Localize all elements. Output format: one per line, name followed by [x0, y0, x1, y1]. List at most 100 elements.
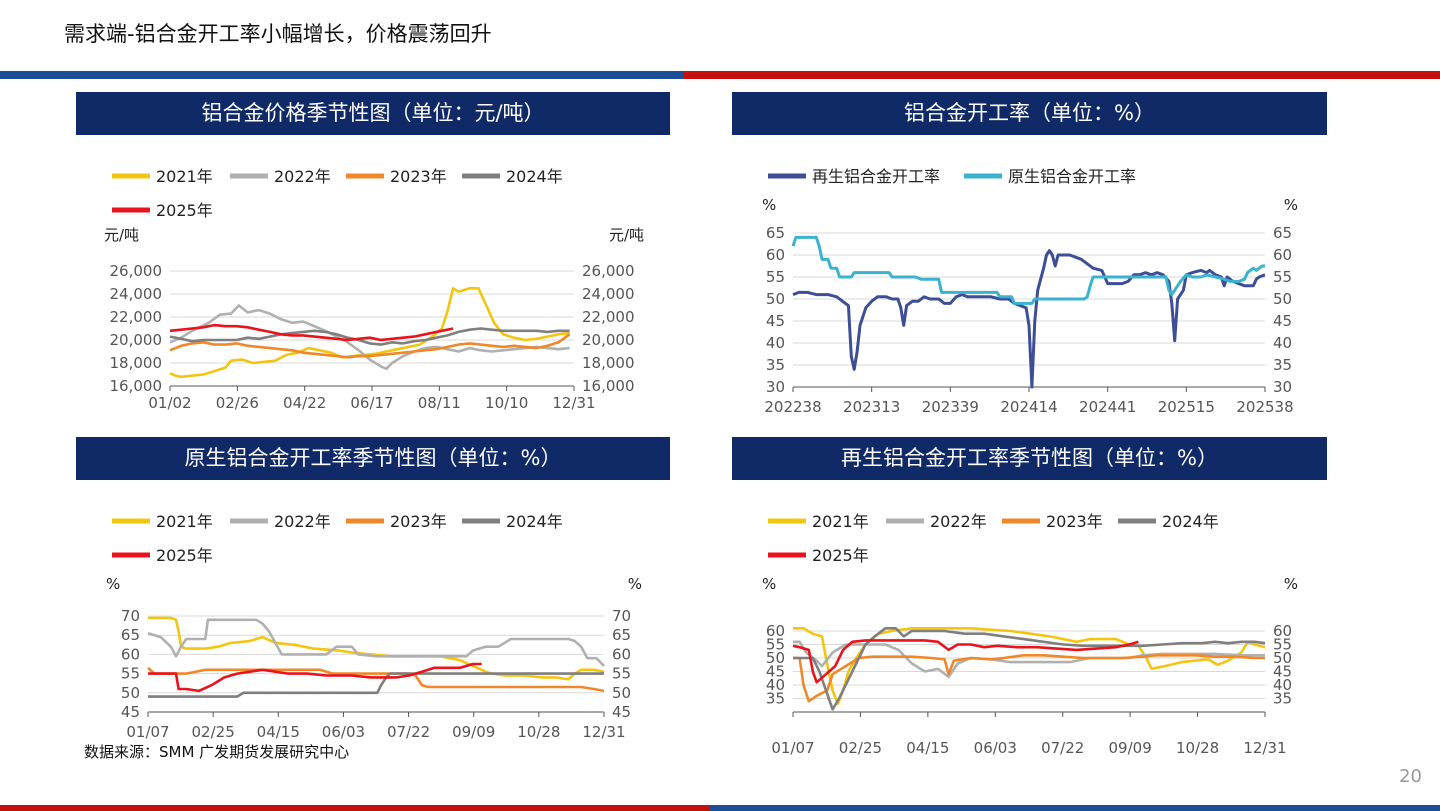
- legend-entry: 2025年: [112, 201, 213, 220]
- series-line: [793, 627, 1266, 711]
- x-tick-label: 09/09: [452, 723, 495, 741]
- x-tick-label: 10/28: [517, 723, 560, 741]
- legend-entry: 2022年: [886, 512, 987, 531]
- y-tick-left: 20,000: [110, 331, 163, 349]
- x-tick-label: 09/09: [1109, 739, 1152, 757]
- legend-entry: 2021年: [112, 512, 213, 531]
- y-tick-left: 50: [766, 290, 785, 308]
- x-tick-label: 04/15: [906, 739, 949, 757]
- y-tick-left: 24,000: [110, 285, 163, 303]
- legend-entry: 原生铝合金开工率: [964, 167, 1136, 186]
- x-tick-label: 02/25: [192, 723, 235, 741]
- x-tick-label: 06/03: [322, 723, 365, 741]
- bottom-divider-red: [0, 805, 710, 811]
- y-tick-left: 60: [766, 622, 785, 640]
- y-tick-left: 55: [121, 665, 140, 683]
- legend-label: 2021年: [156, 512, 213, 531]
- y-tick-right: 55: [1273, 636, 1292, 654]
- legend-label: 再生铝合金开工率: [812, 167, 940, 186]
- legend-entry: 2023年: [1002, 512, 1103, 531]
- legend-entry: 2023年: [346, 512, 447, 531]
- x-tick-label: 04/22: [283, 394, 326, 412]
- y-tick-right: 40: [1273, 334, 1292, 352]
- x-tick-label: 202538: [1236, 398, 1293, 416]
- y-tick-right: 60: [1273, 622, 1292, 640]
- operating-rate-chart: 再生铝合金开工率 原生铝合金开工率% % 30 30 35 35 40 40 45 45 50 50 55…: [762, 167, 1298, 416]
- y-tick-right: 35: [1273, 690, 1292, 708]
- legend-entry: 2021年: [768, 512, 869, 531]
- x-tick-label: 01/07: [771, 739, 814, 757]
- y-tick-left: 65: [121, 626, 140, 644]
- y-tick-left: 55: [766, 268, 785, 286]
- series-line: [169, 323, 454, 342]
- x-tick-label: 06/17: [350, 394, 393, 412]
- legend-label: 2024年: [506, 512, 563, 531]
- rate-chart-title: 铝合金开工率（单位：%）: [732, 92, 1327, 135]
- legend-entry: 2024年: [462, 167, 563, 186]
- y-tick-right: 50: [1273, 649, 1292, 667]
- series-line: [148, 662, 482, 693]
- series-line: [792, 639, 1139, 684]
- legend-label: 2022年: [274, 512, 331, 531]
- unit-left: %: [762, 196, 776, 214]
- x-tick-label: 02/26: [216, 394, 259, 412]
- y-tick-right: 35: [1273, 356, 1292, 374]
- y-tick-left: 18,000: [110, 354, 163, 372]
- unit-right: 元/吨: [609, 226, 644, 244]
- y-tick-left: 22,000: [110, 308, 163, 326]
- x-tick-label: 202515: [1158, 398, 1215, 416]
- top-divider-red: [684, 71, 1440, 79]
- y-tick-left: 60: [121, 645, 140, 663]
- y-tick-left: 16,000: [110, 377, 163, 395]
- y-tick-left: 60: [766, 246, 785, 264]
- y-tick-left: 45: [766, 312, 785, 330]
- legend-label: 2025年: [812, 546, 869, 565]
- legend-label: 2024年: [1162, 512, 1219, 531]
- y-tick-right: 30: [1273, 378, 1292, 396]
- y-tick-left: 30: [766, 378, 785, 396]
- y-tick-right: 55: [612, 665, 631, 683]
- legend-label: 2025年: [156, 201, 213, 220]
- y-tick-right: 50: [612, 684, 631, 702]
- unit-left: %: [762, 575, 776, 593]
- legend-label: 2023年: [390, 512, 447, 531]
- y-tick-right: 55: [1273, 268, 1292, 286]
- primary-chart-title: 原生铝合金开工率季节性图（单位：%）: [76, 437, 670, 480]
- legend-entry: 2021年: [112, 167, 213, 186]
- y-tick-right: 18,000: [582, 354, 635, 372]
- legend-entry: 2022年: [230, 512, 331, 531]
- y-tick-left: 50: [766, 649, 785, 667]
- x-tick-label: 202238: [764, 398, 821, 416]
- page-title: 需求端-铝合金开工率小幅增长，价格震荡回升: [64, 22, 492, 46]
- legend-label: 2023年: [390, 167, 447, 186]
- legend-entry: 2025年: [112, 546, 213, 565]
- series-line: [169, 333, 571, 359]
- legend-label: 原生铝合金开工率: [1008, 167, 1136, 186]
- top-divider-blue: [0, 71, 684, 79]
- y-tick-right: 20,000: [582, 331, 635, 349]
- x-tick-label: 202414: [1000, 398, 1057, 416]
- series-line: [148, 672, 604, 698]
- y-tick-right: 65: [1273, 224, 1292, 242]
- y-tick-left: 40: [766, 334, 785, 352]
- x-tick-label: 01/07: [126, 723, 169, 741]
- legend-label: 2024年: [506, 167, 563, 186]
- legend-entry: 再生铝合金开工率: [768, 167, 940, 186]
- y-tick-right: 70: [612, 607, 631, 625]
- x-tick-label: 06/03: [974, 739, 1017, 757]
- y-tick-left: 45: [766, 663, 785, 681]
- y-tick-right: 22,000: [582, 308, 635, 326]
- y-tick-left: 50: [121, 684, 140, 702]
- x-tick-label: 202441: [1079, 398, 1136, 416]
- y-tick-right: 40: [1273, 676, 1292, 694]
- legend-label: 2025年: [156, 546, 213, 565]
- series-line: [791, 235, 1265, 305]
- x-tick-label: 12/31: [552, 394, 595, 412]
- legend-entry: 2025年: [768, 546, 869, 565]
- series-line: [147, 666, 605, 693]
- y-tick-right: 60: [612, 645, 631, 663]
- unit-left: %: [106, 575, 120, 593]
